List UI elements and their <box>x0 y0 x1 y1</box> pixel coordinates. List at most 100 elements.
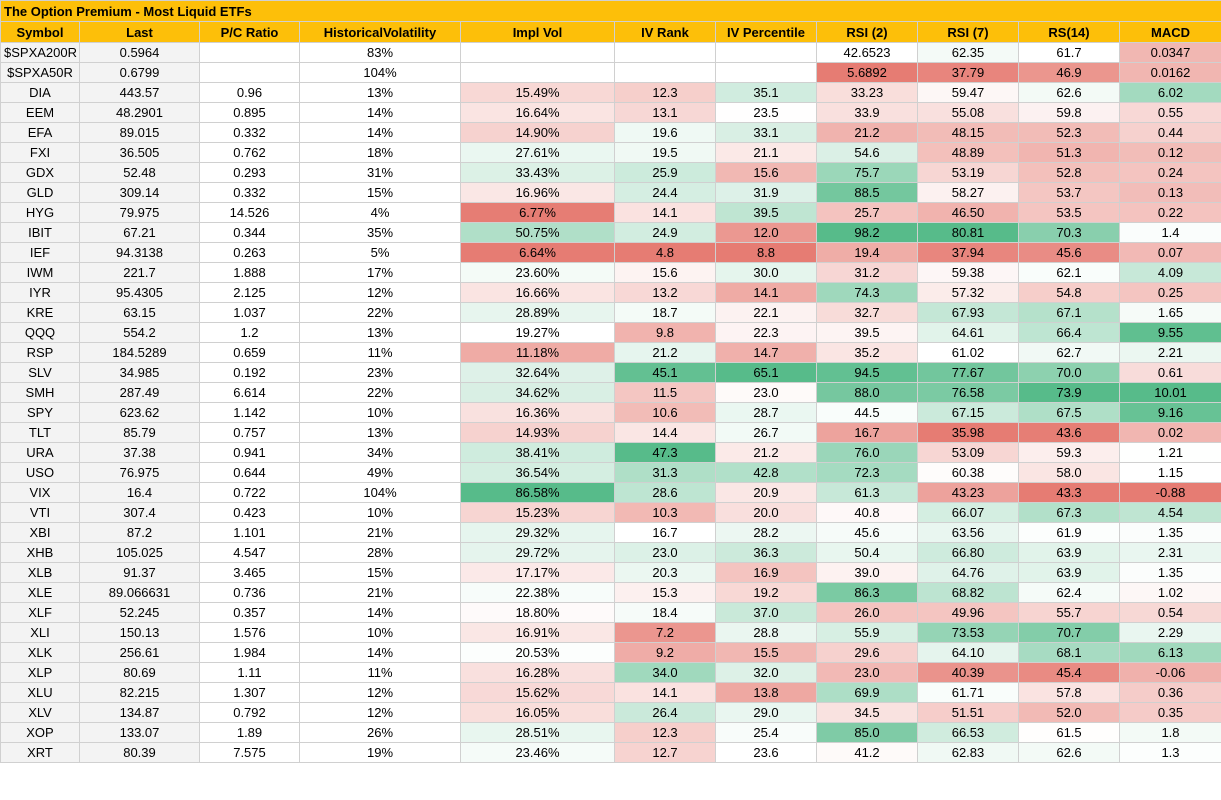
cell-iv-rank[interactable]: 23.0 <box>614 542 716 563</box>
cell-last[interactable]: 16.4 <box>79 482 200 503</box>
cell-rsi-7[interactable]: 59.47 <box>917 82 1019 103</box>
cell-impl-vol[interactable]: 19.27% <box>460 322 615 343</box>
cell-macd[interactable]: 0.44 <box>1119 122 1221 143</box>
cell-iv-percentile[interactable]: 19.2 <box>715 582 817 603</box>
cell-macd[interactable]: 0.07 <box>1119 242 1221 263</box>
cell-impl-vol[interactable]: 38.41% <box>460 442 615 463</box>
cell-iv-rank[interactable]: 9.2 <box>614 642 716 663</box>
cell-symbol[interactable]: XLK <box>0 642 80 663</box>
cell-last[interactable]: 256.61 <box>79 642 200 663</box>
cell-pc-ratio[interactable]: 1.576 <box>199 622 300 643</box>
cell-rsi-7[interactable]: 53.19 <box>917 162 1019 183</box>
cell-last[interactable]: 287.49 <box>79 382 200 403</box>
header-rsi-7[interactable]: RSI (7) <box>917 21 1019 43</box>
cell-last[interactable]: 52.245 <box>79 602 200 623</box>
cell-last[interactable]: 133.07 <box>79 722 200 743</box>
cell-rsi-2[interactable]: 75.7 <box>816 162 918 183</box>
cell-historical-volatility[interactable]: 12% <box>299 282 461 303</box>
cell-symbol[interactable]: VTI <box>0 502 80 523</box>
cell-last[interactable]: 89.066631 <box>79 582 200 603</box>
cell-rs-14[interactable]: 62.7 <box>1018 342 1120 363</box>
cell-rsi-2[interactable]: 35.2 <box>816 342 918 363</box>
cell-rs-14[interactable]: 43.3 <box>1018 482 1120 503</box>
cell-rs-14[interactable]: 46.9 <box>1018 62 1120 83</box>
header-impl-vol[interactable]: Impl Vol <box>460 21 615 43</box>
cell-iv-rank[interactable]: 45.1 <box>614 362 716 383</box>
cell-iv-rank[interactable]: 24.4 <box>614 182 716 203</box>
cell-impl-vol[interactable]: 15.62% <box>460 682 615 703</box>
cell-iv-rank[interactable]: 26.4 <box>614 702 716 723</box>
cell-iv-rank[interactable]: 13.2 <box>614 282 716 303</box>
cell-iv-rank[interactable]: 19.5 <box>614 142 716 163</box>
cell-pc-ratio[interactable]: 1.142 <box>199 402 300 423</box>
cell-iv-percentile[interactable]: 23.0 <box>715 382 817 403</box>
cell-rsi-7[interactable]: 37.79 <box>917 62 1019 83</box>
cell-symbol[interactable]: RSP <box>0 342 80 363</box>
cell-impl-vol[interactable]: 11.18% <box>460 342 615 363</box>
cell-impl-vol[interactable]: 6.77% <box>460 202 615 223</box>
cell-macd[interactable]: 0.13 <box>1119 182 1221 203</box>
cell-macd[interactable]: 2.31 <box>1119 542 1221 563</box>
cell-pc-ratio[interactable]: 1.89 <box>199 722 300 743</box>
cell-symbol[interactable]: FXI <box>0 142 80 163</box>
cell-pc-ratio[interactable]: 1.2 <box>199 322 300 343</box>
cell-last[interactable]: 79.975 <box>79 202 200 223</box>
cell-rsi-2[interactable]: 33.9 <box>816 102 918 123</box>
cell-pc-ratio[interactable]: 7.575 <box>199 742 300 763</box>
cell-iv-percentile[interactable]: 13.8 <box>715 682 817 703</box>
cell-historical-volatility[interactable]: 4% <box>299 202 461 223</box>
cell-rsi-7[interactable]: 55.08 <box>917 102 1019 123</box>
cell-pc-ratio[interactable]: 0.332 <box>199 122 300 143</box>
cell-rs-14[interactable]: 62.1 <box>1018 262 1120 283</box>
cell-rsi-7[interactable]: 68.82 <box>917 582 1019 603</box>
cell-last[interactable]: 52.48 <box>79 162 200 183</box>
cell-last[interactable]: 76.975 <box>79 462 200 483</box>
cell-macd[interactable]: 0.0347 <box>1119 42 1221 63</box>
cell-rs-14[interactable]: 53.5 <box>1018 202 1120 223</box>
cell-rsi-2[interactable]: 26.0 <box>816 602 918 623</box>
cell-impl-vol[interactable]: 28.89% <box>460 302 615 323</box>
cell-historical-volatility[interactable]: 12% <box>299 702 461 723</box>
cell-pc-ratio[interactable]: 0.757 <box>199 422 300 443</box>
cell-impl-vol[interactable]: 23.60% <box>460 262 615 283</box>
cell-last[interactable]: 36.505 <box>79 142 200 163</box>
cell-macd[interactable]: 1.8 <box>1119 722 1221 743</box>
cell-impl-vol[interactable]: 32.64% <box>460 362 615 383</box>
cell-iv-rank[interactable]: 18.7 <box>614 302 716 323</box>
cell-symbol[interactable]: EFA <box>0 122 80 143</box>
cell-rs-14[interactable]: 68.1 <box>1018 642 1120 663</box>
cell-historical-volatility[interactable]: 31% <box>299 162 461 183</box>
cell-iv-percentile[interactable]: 32.0 <box>715 662 817 683</box>
cell-historical-volatility[interactable]: 13% <box>299 322 461 343</box>
cell-impl-vol[interactable]: 29.32% <box>460 522 615 543</box>
cell-rsi-2[interactable]: 23.0 <box>816 662 918 683</box>
cell-rsi-7[interactable]: 62.35 <box>917 42 1019 63</box>
cell-iv-rank[interactable]: 16.7 <box>614 522 716 543</box>
cell-rsi-7[interactable]: 73.53 <box>917 622 1019 643</box>
header-last[interactable]: Last <box>79 21 200 43</box>
cell-last[interactable]: 554.2 <box>79 322 200 343</box>
cell-rs-14[interactable]: 53.7 <box>1018 182 1120 203</box>
cell-rs-14[interactable]: 61.9 <box>1018 522 1120 543</box>
cell-rsi-2[interactable]: 45.6 <box>816 522 918 543</box>
cell-symbol[interactable]: GDX <box>0 162 80 183</box>
cell-last[interactable]: 37.38 <box>79 442 200 463</box>
cell-rsi-7[interactable]: 46.50 <box>917 202 1019 223</box>
cell-symbol[interactable]: $SPXA200R <box>0 42 80 63</box>
cell-pc-ratio[interactable]: 0.895 <box>199 102 300 123</box>
cell-pc-ratio[interactable]: 0.293 <box>199 162 300 183</box>
cell-last[interactable]: 89.015 <box>79 122 200 143</box>
cell-iv-rank[interactable]: 18.4 <box>614 602 716 623</box>
cell-last[interactable]: 309.14 <box>79 182 200 203</box>
cell-historical-volatility[interactable]: 104% <box>299 482 461 503</box>
cell-rs-14[interactable]: 57.8 <box>1018 682 1120 703</box>
cell-iv-percentile[interactable]: 26.7 <box>715 422 817 443</box>
cell-last[interactable]: 184.5289 <box>79 342 200 363</box>
cell-rsi-2[interactable]: 88.0 <box>816 382 918 403</box>
cell-symbol[interactable]: USO <box>0 462 80 483</box>
cell-rsi-7[interactable]: 62.83 <box>917 742 1019 763</box>
cell-historical-volatility[interactable]: 21% <box>299 582 461 603</box>
cell-rsi-7[interactable]: 37.94 <box>917 242 1019 263</box>
cell-impl-vol[interactable]: 16.28% <box>460 662 615 683</box>
cell-impl-vol[interactable]: 16.91% <box>460 622 615 643</box>
